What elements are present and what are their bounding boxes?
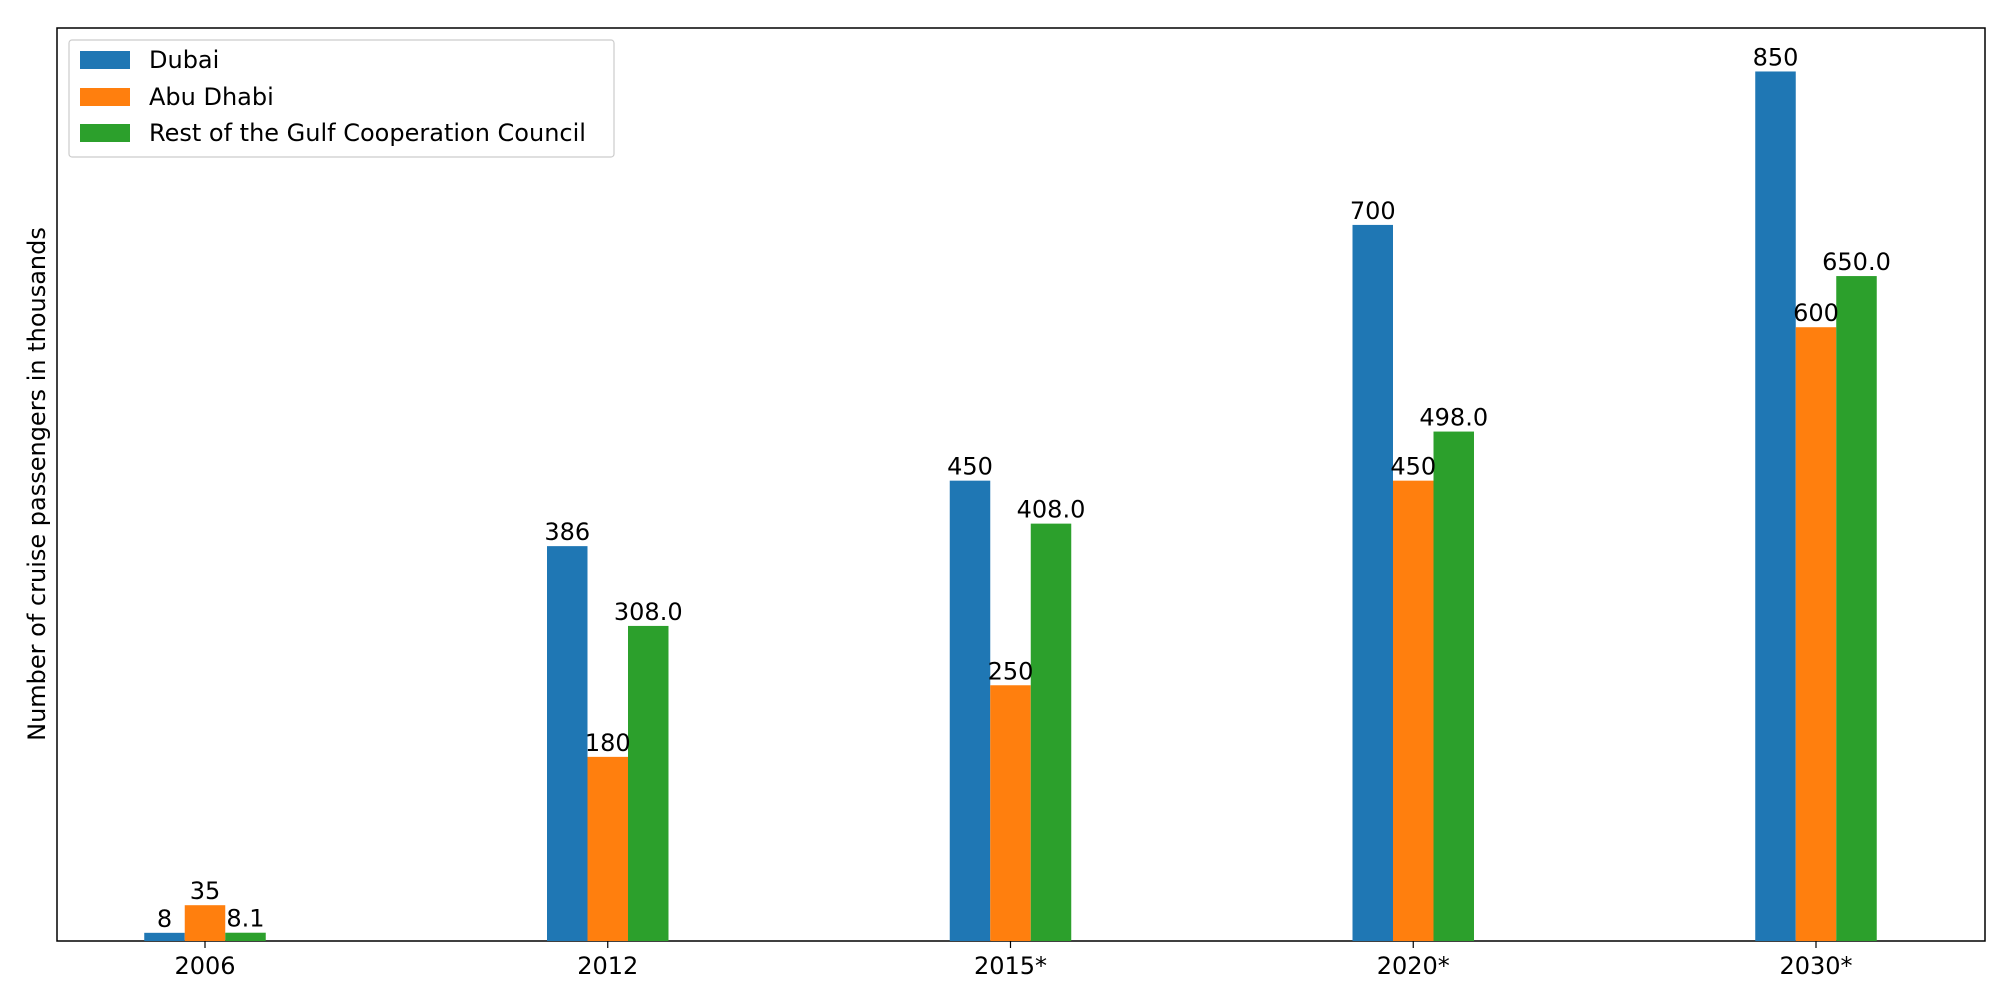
legend-label-abu-dhabi: Abu Dhabi: [149, 83, 274, 111]
bar-rest-of-the-gulf-cooperation-council-2012: [628, 625, 669, 941]
x-axis-ticks: 2006 2012 2015* 2020* 2030*: [174, 941, 1853, 980]
data-label-dubai-2030: 850: [1753, 43, 1799, 71]
bar-abu-dhabi-2030: [1795, 327, 1837, 942]
legend-label-rest-of-gcc: Rest of the Gulf Cooperation Council: [149, 119, 586, 147]
bar-abu-dhabi-2020: [1393, 480, 1434, 941]
legend-frame: [68, 39, 615, 158]
y-axis-label: Number of cruise passengers in thousands: [23, 227, 51, 741]
bar-dubai-2006: [144, 932, 185, 941]
data-label-abu-dhabi-2020: 450: [1390, 453, 1436, 481]
bar-dubai-2030: [1755, 71, 1796, 942]
data-label-abu-dhabi-2030: 600: [1793, 299, 1839, 327]
data-label-dubai-2006: 8: [157, 905, 172, 933]
bar-rest-of-the-gulf-cooperation-council-2020: [1433, 431, 1474, 941]
data-label-abu-dhabi-2012: 180: [585, 729, 631, 757]
data-label-rest-of-the-gulf-cooperation-council-2030: 650.0: [1822, 248, 1891, 276]
data-label-abu-dhabi-2006: 35: [190, 877, 221, 905]
bar-rest-of-the-gulf-cooperation-council-2006: [225, 932, 266, 941]
x-tick-label-2006: 2006: [174, 952, 235, 980]
bar-rest-of-the-gulf-cooperation-council-2015: [1030, 523, 1072, 941]
data-label-rest-of-the-gulf-cooperation-council-2006: 8.1: [226, 905, 264, 933]
bar-dubai-2020: [1352, 224, 1393, 942]
x-tick-label-2015: 2015*: [974, 952, 1047, 980]
data-labels-group: 8 386 450 700 850 35 180 250 450 600 8.1 308.0 408.0…: [157, 43, 1891, 932]
data-label-dubai-2020: 700: [1350, 197, 1396, 225]
legend-swatch-dubai: [80, 51, 130, 69]
bar-abu-dhabi-2015: [990, 685, 1031, 941]
bar-dubai-2012: [547, 546, 588, 941]
legend-label-dubai: Dubai: [149, 46, 219, 74]
legend-swatch-rest-of-gcc: [80, 124, 130, 142]
data-label-dubai-2015: 450: [947, 453, 993, 481]
data-label-rest-of-the-gulf-cooperation-council-2012: 308.0: [614, 598, 683, 626]
data-label-rest-of-the-gulf-cooperation-council-2015: 408.0: [1017, 496, 1086, 524]
x-tick-label-2012: 2012: [577, 952, 638, 980]
data-label-rest-of-the-gulf-cooperation-council-2020: 498.0: [1419, 404, 1488, 432]
data-label-dubai-2012: 386: [544, 518, 590, 546]
bar-rest-of-the-gulf-cooperation-council-2030: [1836, 276, 1877, 941]
bar-dubai-2015: [949, 480, 991, 941]
legend: Dubai Abu Dhabi Rest of the Gulf Coopera…: [68, 39, 615, 158]
bars-group: [144, 71, 1877, 942]
x-tick-label-2020: 2020*: [1377, 952, 1450, 980]
legend-swatch-abu-dhabi: [80, 88, 130, 106]
bar-abu-dhabi-2006: [184, 905, 226, 941]
bar-abu-dhabi-2012: [587, 756, 628, 941]
data-label-abu-dhabi-2015: 250: [988, 657, 1034, 685]
x-tick-label-2030: 2030*: [1779, 952, 1852, 980]
